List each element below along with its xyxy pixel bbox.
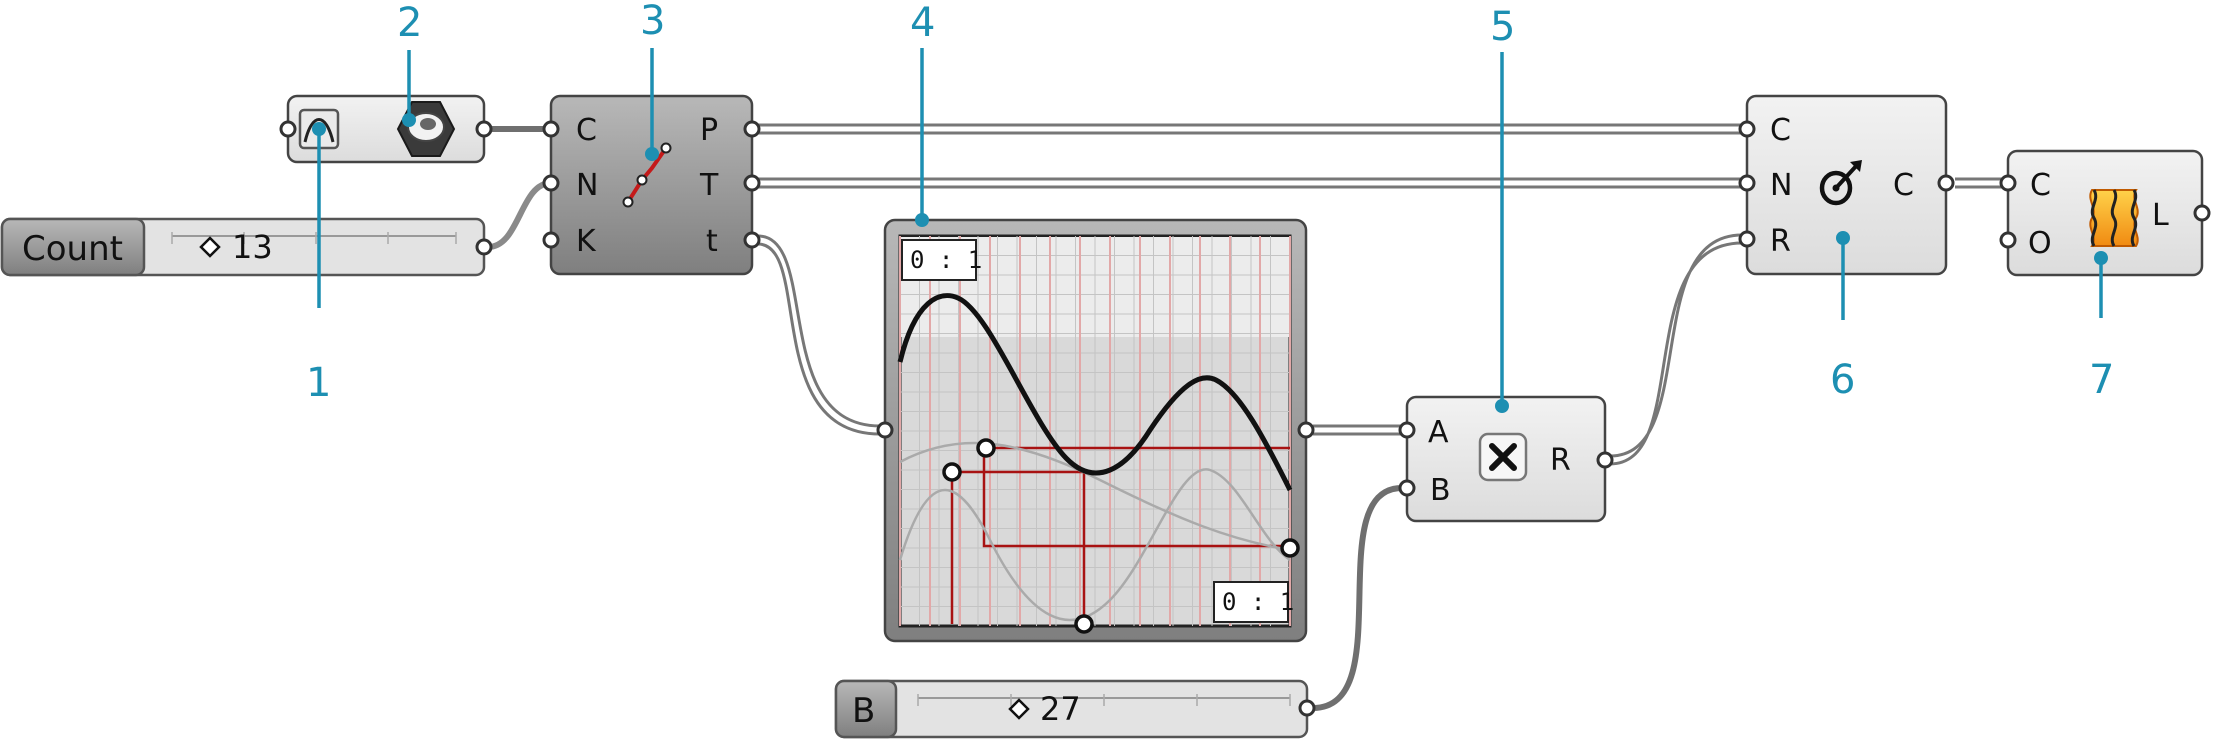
circle-input-n: N: [1770, 168, 1792, 203]
divide-curve-icon: [622, 142, 672, 208]
graph-curve: [897, 293, 1293, 492]
callout-4-dot: [915, 213, 929, 227]
wire-t-to-graph: [757, 234, 881, 436]
wire-circle-to-loft: [1955, 177, 2003, 189]
multiply-input-a: A: [1428, 415, 1449, 450]
graph-guide-curve-2: [898, 468, 1291, 622]
graph-handle-4[interactable]: [1280, 538, 1300, 558]
wire-t-to-circle: [758, 177, 1742, 189]
multiply-output-r: R: [1550, 443, 1571, 478]
curve-input-port[interactable]: [279, 120, 297, 138]
multiply-input-b: B: [1430, 473, 1451, 508]
callout-4: 4: [910, 0, 935, 46]
divide-port-k[interactable]: [542, 231, 560, 249]
callout-2: 2: [397, 0, 422, 46]
loft-port-l[interactable]: [2193, 204, 2211, 222]
callout-3-dot: [645, 147, 659, 161]
b-slider-output-port[interactable]: [1298, 699, 1316, 717]
b-slider-label: B: [852, 691, 875, 731]
divide-input-c: C: [576, 113, 597, 148]
circle-port-out[interactable]: [1937, 174, 1955, 192]
circle-output-c: C: [1893, 168, 1914, 203]
b-slider[interactable]: B 27: [834, 679, 1316, 739]
loft-component[interactable]: C O L: [1999, 149, 2211, 277]
count-slider-value: 13: [232, 228, 273, 266]
graph-output-port[interactable]: [1297, 421, 1315, 439]
graph-mapper[interactable]: 0 : 1 0 : 1: [876, 218, 1315, 643]
loft-port-c[interactable]: [1999, 174, 2017, 192]
count-output-port[interactable]: [475, 238, 493, 256]
circle-input-r: R: [1770, 224, 1791, 259]
callout-5: 5: [1490, 4, 1515, 50]
divide-output-p: P: [700, 113, 718, 148]
loft-port-o[interactable]: [1999, 231, 2017, 249]
count-slider-label: Count: [22, 229, 123, 269]
graph-handle-3[interactable]: [1074, 614, 1094, 634]
callout-3: 3: [640, 0, 665, 44]
circle-port-r[interactable]: [1738, 230, 1756, 248]
divide-port-t-param[interactable]: [743, 231, 761, 249]
wire-b-slider-to-b: [1312, 485, 1403, 711]
divide-port-n[interactable]: [542, 174, 560, 192]
loft-output-l: L: [2152, 198, 2169, 233]
divide-curve-component[interactable]: C N K P T t: [542, 94, 761, 276]
multiply-port-b[interactable]: [1398, 479, 1416, 497]
divide-port-c[interactable]: [542, 120, 560, 138]
callouts: [312, 48, 2108, 413]
graph-grid: [899, 236, 1291, 626]
callout-numbers: 1 2 3 4 5 6 7: [306, 0, 2114, 406]
callout-1-dot: [312, 122, 326, 136]
callout-6-dot: [1836, 231, 1850, 245]
count-slider-handle-icon[interactable]: [199, 236, 221, 258]
b-slider-handle-icon[interactable]: [1008, 698, 1030, 720]
graph-input-port[interactable]: [876, 421, 894, 439]
graph-domain-x: 0 : 1: [910, 246, 982, 274]
divide-port-p[interactable]: [743, 120, 761, 138]
wire-p-to-circle: [758, 123, 1742, 135]
circle-port-c[interactable]: [1738, 120, 1756, 138]
divide-output-t: T: [699, 168, 719, 203]
graph-guide-curve: [899, 441, 1291, 552]
divide-input-k: K: [576, 224, 597, 259]
circle-icon: [1819, 160, 1862, 206]
wire-graph-to-a: [1313, 424, 1402, 436]
callout-6: 6: [1830, 357, 1855, 403]
multiply-port-a[interactable]: [1398, 421, 1416, 439]
loft-input-o: O: [2028, 226, 2052, 261]
multiply-icon: [1478, 432, 1528, 482]
loft-icon: [2089, 189, 2139, 247]
graph-handle-2[interactable]: [942, 462, 962, 482]
b-slider-value: 27: [1040, 690, 1081, 728]
count-slider[interactable]: Count 13: [0, 217, 493, 277]
wire-r-to-circle: [1609, 233, 1743, 466]
callout-5-dot: [1495, 399, 1509, 413]
circle-port-n[interactable]: [1738, 174, 1756, 192]
curve-output-port[interactable]: [475, 120, 493, 138]
graph-domain-y: 0 : 1: [1222, 588, 1294, 616]
multiplication-component[interactable]: A B R: [1398, 395, 1614, 523]
circle-component[interactable]: C N R C: [1738, 94, 1955, 276]
divide-port-t[interactable]: [743, 174, 761, 192]
circle-input-c: C: [1770, 113, 1791, 148]
callout-7-dot: [2094, 251, 2108, 265]
callout-1: 1: [306, 360, 331, 406]
divide-input-n: N: [576, 168, 598, 203]
graph-handle-1[interactable]: [976, 438, 996, 458]
callout-2-dot: [402, 113, 416, 127]
multiply-port-r[interactable]: [1596, 451, 1614, 469]
callout-7: 7: [2089, 357, 2114, 403]
divide-output-t-param: t: [706, 224, 718, 259]
loft-input-c: C: [2030, 168, 2051, 203]
surface-container-icon: [396, 101, 456, 157]
wire-count-to-divide: [487, 180, 552, 250]
